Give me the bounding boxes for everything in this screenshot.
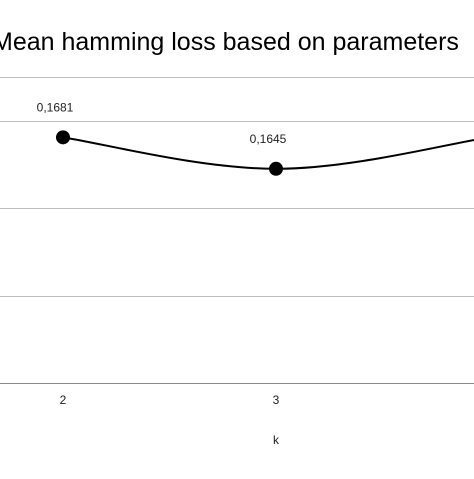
x-tick-label: 2 — [60, 393, 67, 407]
chart-title: Mean hamming loss based on parameters — [0, 28, 459, 56]
data-label: 0,1645 — [250, 132, 287, 146]
series-markers — [56, 130, 283, 176]
x-tick-label: 3 — [273, 393, 280, 407]
data-point — [269, 161, 283, 176]
data-point — [56, 130, 70, 145]
grid-lines — [0, 77, 474, 384]
x-axis: 234 — [60, 393, 280, 407]
data-label: 0,1681 — [37, 100, 74, 114]
x-axis-title: k — [273, 433, 280, 447]
